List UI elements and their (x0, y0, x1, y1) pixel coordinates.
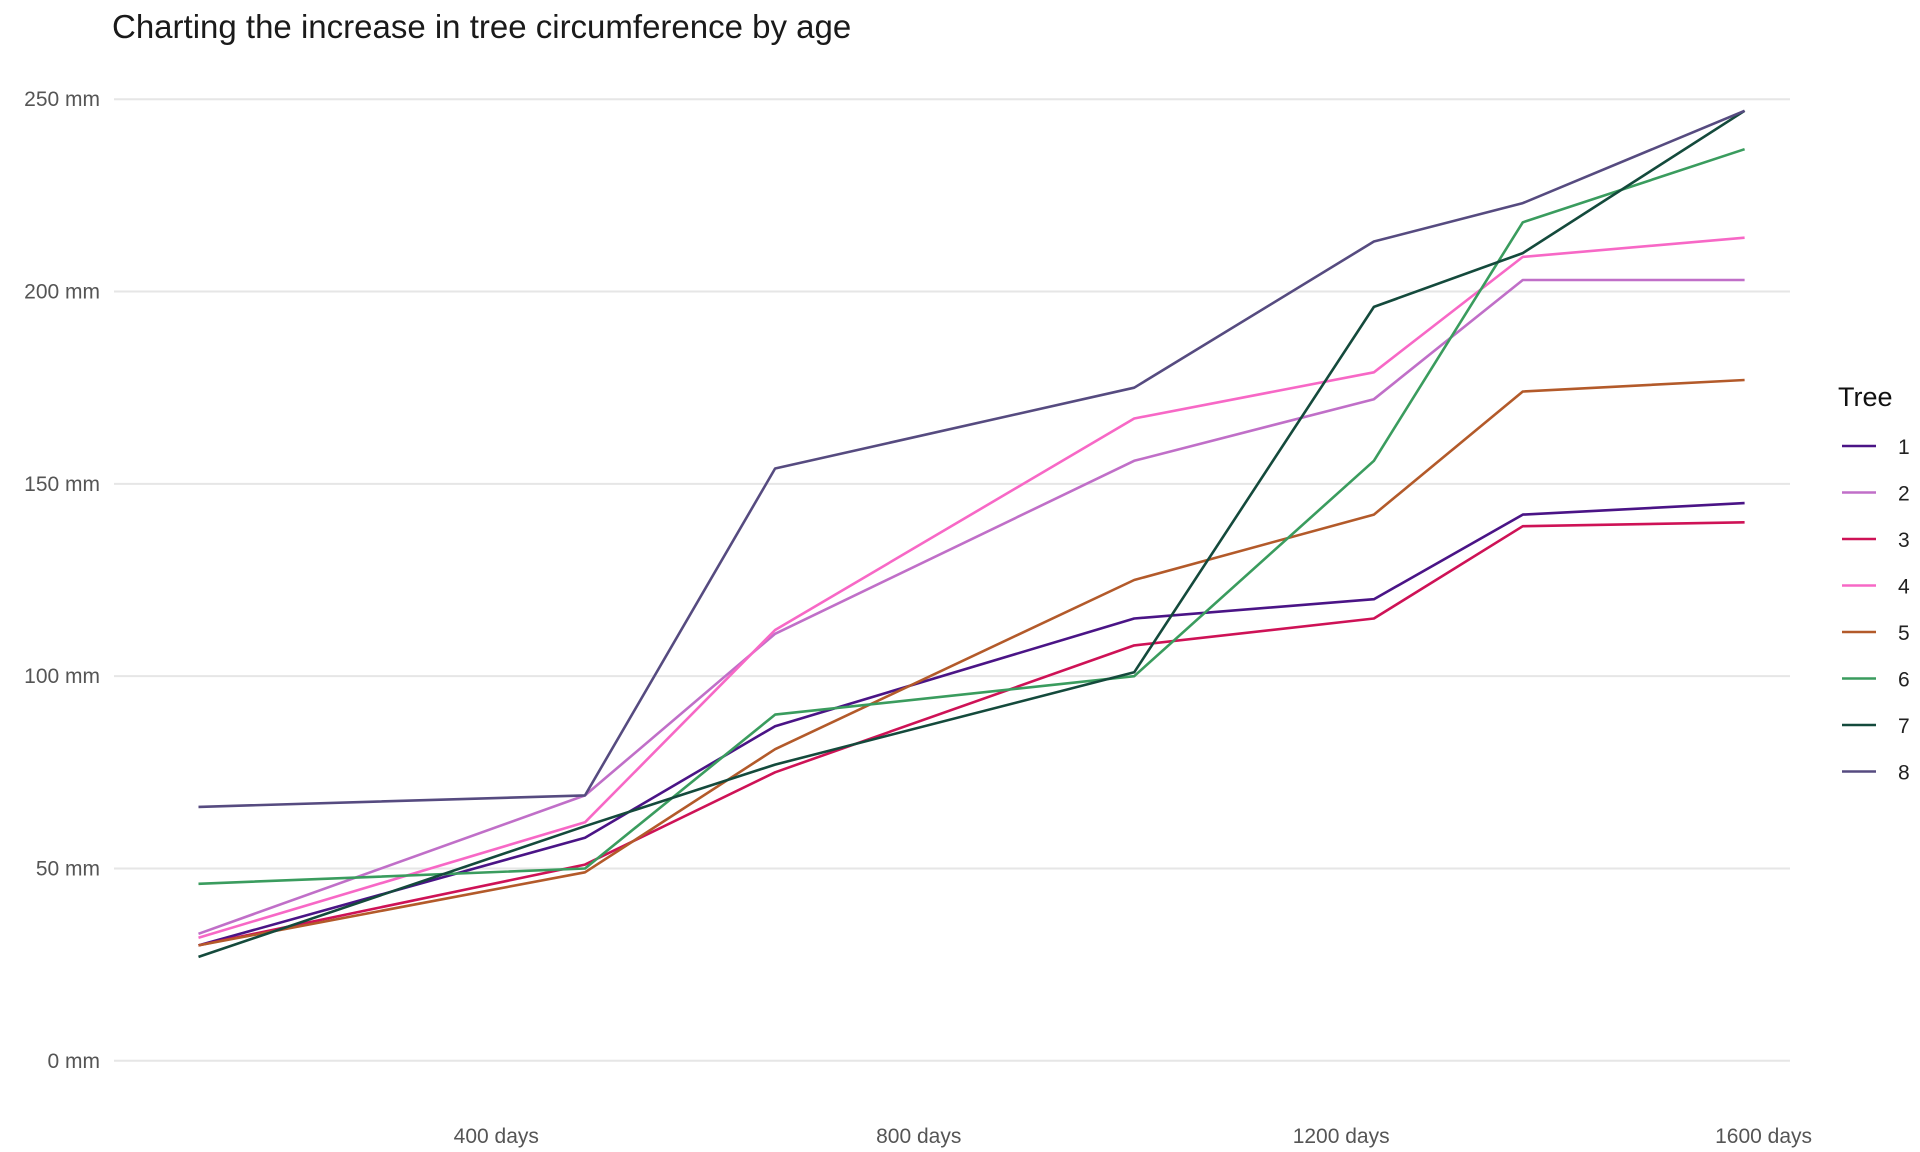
series-line-tree-2 (198, 278, 1745, 936)
series-line-tree-1 (198, 501, 1745, 947)
legend-item: 7 (1842, 715, 1910, 738)
legend-label: 5 (1898, 622, 1910, 645)
legend-label: 7 (1898, 715, 1910, 738)
y-tick-label: 200 mm (24, 281, 100, 304)
legend-label: 4 (1898, 576, 1910, 599)
series-line-tree-5 (198, 378, 1745, 947)
x-tick-label: 400 days (454, 1125, 539, 1148)
x-tick-label: 1600 days (1715, 1125, 1812, 1148)
y-axis-ticks: 0 mm 50 mm 100 mm 150 mm 200 mm 250 mm (24, 88, 100, 1073)
legend-label: 2 (1898, 483, 1910, 506)
x-tick-label: 800 days (876, 1125, 961, 1148)
series-line-tree-8 (198, 109, 1746, 809)
legend-label: 6 (1898, 669, 1910, 692)
legend-item: 1 (1842, 436, 1910, 459)
y-tick-label: 250 mm (24, 88, 100, 111)
y-tick-label: 0 mm (48, 1050, 101, 1073)
legend-label: 1 (1898, 436, 1910, 459)
legend: Tree 1 2 3 4 5 6 7 8 (1838, 382, 1910, 785)
legend-label: 8 (1898, 762, 1910, 785)
legend-item: 8 (1842, 762, 1910, 785)
legend-item: 5 (1842, 622, 1910, 645)
series-line-tree-4 (198, 236, 1745, 939)
y-tick-label: 100 mm (24, 665, 100, 688)
legend-item: 3 (1842, 529, 1910, 552)
grid-layer (114, 98, 1790, 1062)
legend-label: 3 (1898, 529, 1910, 552)
series-line-tree-6 (198, 147, 1746, 886)
x-axis-ticks: 400 days 800 days 1200 days 1600 days (454, 1125, 1812, 1148)
y-tick-label: 50 mm (36, 857, 100, 880)
series-line-tree-3 (198, 521, 1745, 947)
legend-item: 6 (1842, 669, 1910, 692)
chart-title: Charting the increase in tree circumfere… (112, 8, 852, 45)
legend-item: 2 (1842, 483, 1910, 506)
legend-item: 4 (1842, 576, 1910, 599)
legend-title: Tree (1838, 382, 1893, 412)
series-line-tree-7 (198, 109, 1746, 959)
x-tick-label: 1200 days (1293, 1125, 1390, 1148)
series-lines (198, 109, 1746, 959)
y-tick-label: 150 mm (24, 473, 100, 496)
